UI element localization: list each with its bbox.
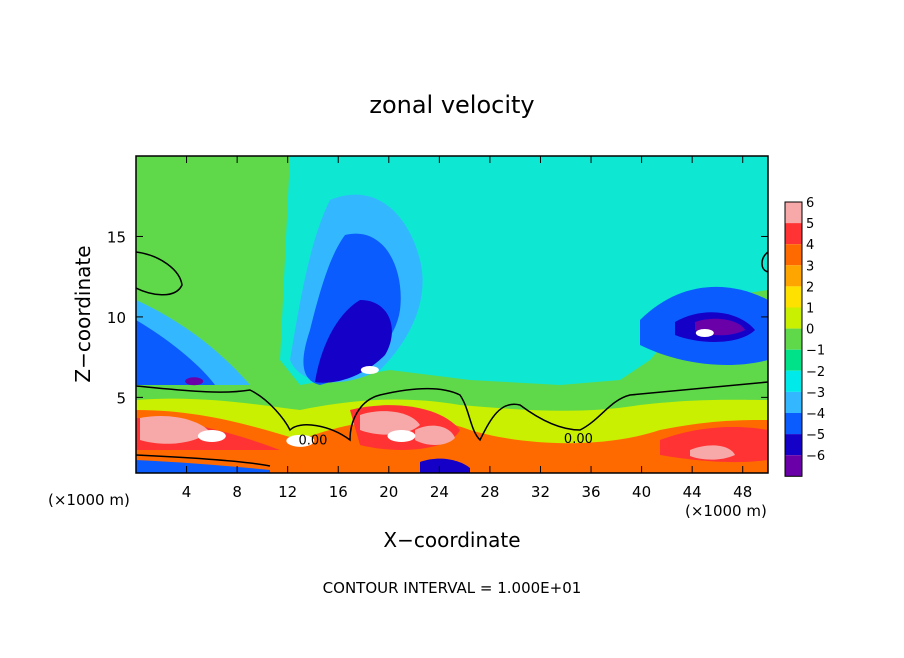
zero-contours xyxy=(136,251,768,467)
velocity-extremum xyxy=(360,366,379,375)
contour-label: 0.00 xyxy=(564,432,593,447)
velocity-extremum xyxy=(152,272,171,281)
colorbar-swatch xyxy=(785,370,802,392)
x-axis: 4 8 12 16 20 24 28 32 36 40 44 48 xyxy=(182,156,752,501)
colorbar-swatch xyxy=(785,244,802,266)
colorbar-label: −6 xyxy=(806,449,825,464)
velocity-extremum xyxy=(695,329,714,338)
contour-line xyxy=(136,251,183,296)
x-tick-label: 40 xyxy=(632,483,651,501)
y-axis: 5 10 15 xyxy=(107,228,768,407)
x-tick-label: 44 xyxy=(683,483,702,501)
negative-region xyxy=(136,320,215,385)
colorbar-label: −1 xyxy=(806,344,825,359)
colorbar-swatch xyxy=(785,265,802,287)
velocity-extremum xyxy=(286,434,315,447)
velocity-extremum xyxy=(185,377,204,386)
colorbar-label: 1 xyxy=(806,302,814,317)
positive-region xyxy=(660,427,768,463)
y-axis-label: Z−coordinate xyxy=(71,245,95,382)
contour-line xyxy=(136,454,271,467)
x-tick-label: 20 xyxy=(379,483,398,501)
colorbar: 6 5 4 3 2 1 0 −1 −2 −3 −4 −5 −6 xyxy=(784,196,825,477)
colorbar-label: 6 xyxy=(806,196,814,211)
colorbar-label: 0 xyxy=(806,323,814,338)
x-tick-label: 8 xyxy=(232,483,242,501)
colorbar-swatch xyxy=(785,455,802,477)
colorbar-swatch xyxy=(785,307,802,329)
x-tick-label: 48 xyxy=(733,483,752,501)
colorbar-label: 5 xyxy=(806,217,814,232)
colorbar-label: −2 xyxy=(806,365,825,380)
colorbar-swatch xyxy=(785,391,802,413)
x-tick-label: 16 xyxy=(329,483,348,501)
colorbar-swatch xyxy=(785,349,802,371)
x-tick-label: 12 xyxy=(278,483,297,501)
y-tick-label: 5 xyxy=(116,389,126,407)
colorbar-label: −3 xyxy=(806,386,825,401)
x-tick-label: 36 xyxy=(581,483,600,501)
x-axis-label: X−coordinate xyxy=(383,528,520,552)
x-tick-label: 4 xyxy=(182,483,192,501)
plot-area: 0.00 0.00 xyxy=(136,156,768,473)
contour-line xyxy=(136,381,768,442)
colorbar-label: −4 xyxy=(806,407,825,422)
negative-region xyxy=(315,300,392,383)
colorbar-frame xyxy=(784,201,803,477)
positive-region xyxy=(415,425,455,445)
velocity-extremum xyxy=(387,429,416,442)
colorbar-swatch xyxy=(785,223,802,245)
colorbar-label: 2 xyxy=(806,280,814,295)
y-tick-label: 10 xyxy=(107,309,126,327)
chart-title: zonal velocity xyxy=(369,91,534,119)
negative-region xyxy=(136,460,270,473)
x-tick-label: 24 xyxy=(430,483,449,501)
x-unit-right: (×1000 m) xyxy=(685,502,767,520)
x-tick-label: 32 xyxy=(531,483,550,501)
contour-label: 0.00 xyxy=(298,433,327,448)
contour-interval-note: CONTOUR INTERVAL = 1.000E+01 xyxy=(323,579,582,597)
contour-label-layer: 0.00 0.00 xyxy=(298,432,593,449)
colorbar-swatch xyxy=(785,434,802,456)
y-tick-label: 15 xyxy=(107,228,126,246)
colorbar-swatch xyxy=(785,202,802,224)
contour-line xyxy=(761,251,768,273)
plot-frame xyxy=(135,155,769,474)
velocity-field xyxy=(136,156,768,473)
colorbar-label: −5 xyxy=(806,428,825,443)
colorbar-label: 4 xyxy=(806,238,814,253)
positive-region xyxy=(136,410,768,473)
colorbar-swatch xyxy=(785,328,802,350)
x-tick-label: 28 xyxy=(480,483,499,501)
negative-region xyxy=(420,458,470,473)
positive-region xyxy=(140,415,210,444)
colorbar-swatch xyxy=(785,413,802,435)
colorbar-swatch xyxy=(785,286,802,308)
x-unit-left: (×1000 m) xyxy=(48,491,130,509)
velocity-extremum xyxy=(197,429,226,442)
positive-region xyxy=(360,411,420,435)
positive-region xyxy=(690,445,735,460)
colorbar-label: 3 xyxy=(806,259,814,274)
